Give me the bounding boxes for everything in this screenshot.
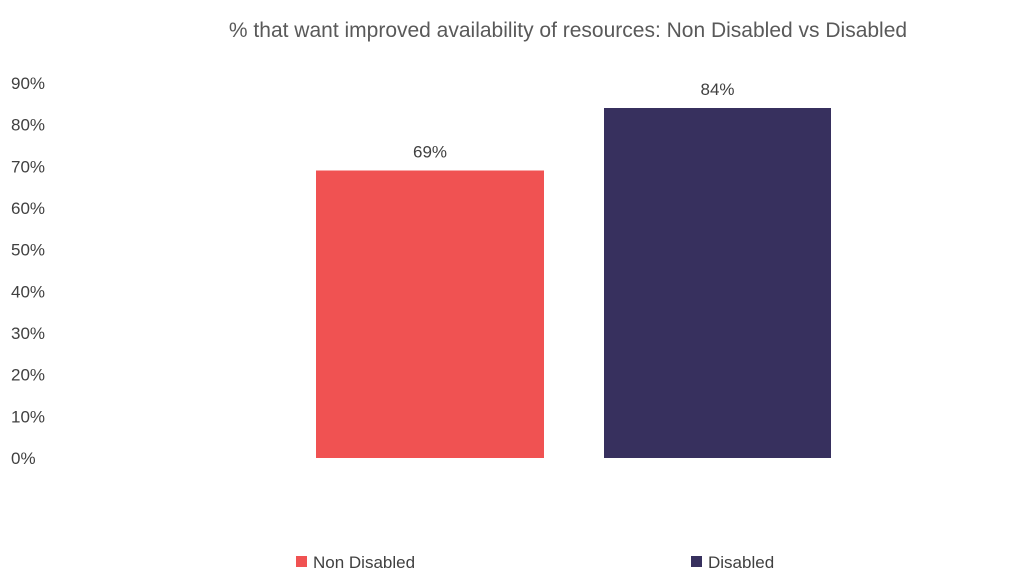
legend-label: Disabled (708, 553, 774, 572)
legend-label: Non Disabled (313, 553, 415, 572)
y-tick-label: 0% (11, 449, 36, 468)
y-tick-label: 70% (11, 157, 45, 176)
y-tick-label: 50% (11, 241, 45, 260)
y-tick-label: 80% (11, 116, 45, 135)
legend: Non Disabled Disabled (296, 553, 774, 572)
y-tick-label: 30% (11, 324, 45, 343)
data-label: 84% (700, 80, 734, 99)
y-tick-label: 10% (11, 407, 45, 426)
legend-swatch (691, 556, 702, 567)
data-label: 69% (413, 143, 447, 162)
bar-non-disabled (316, 170, 544, 458)
bar-disabled (604, 108, 831, 458)
y-tick-label: 60% (11, 199, 45, 218)
chart-title: % that want improved availability of res… (229, 19, 907, 42)
y-tick-label: 90% (11, 74, 45, 93)
y-axis: 0% 10% 20% 30% 40% 50% 60% 70% 80% 90% (11, 74, 45, 468)
legend-swatch (296, 556, 307, 567)
y-tick-label: 40% (11, 282, 45, 301)
data-labels-group: 69% 84% (413, 80, 735, 162)
y-tick-label: 20% (11, 366, 45, 385)
bars-group (316, 108, 831, 458)
